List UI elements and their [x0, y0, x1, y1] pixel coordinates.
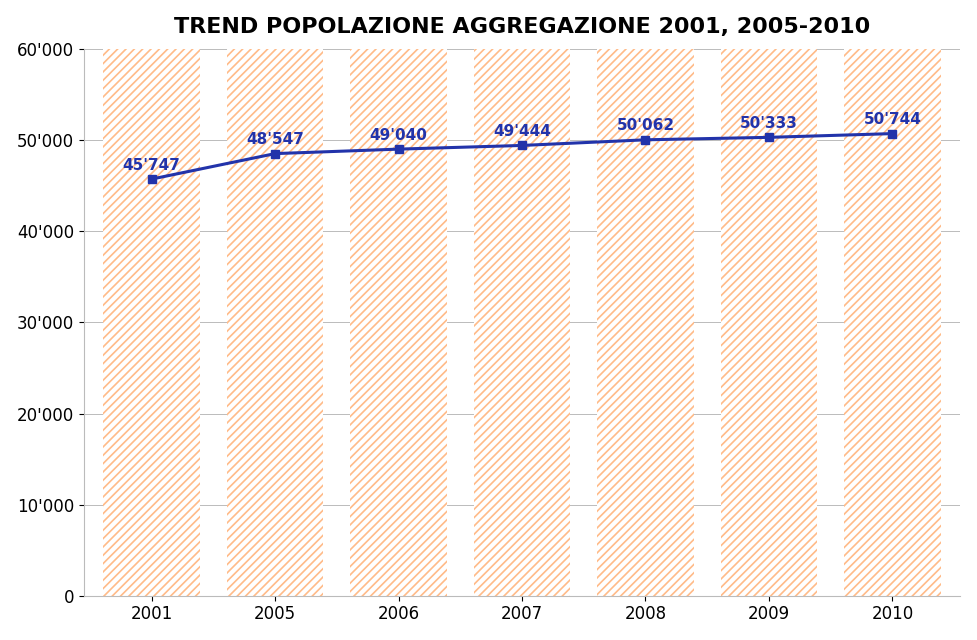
- Title: TREND POPOLAZIONE AGGREGAZIONE 2001, 2005-2010: TREND POPOLAZIONE AGGREGAZIONE 2001, 200…: [174, 17, 871, 36]
- Bar: [227, 49, 323, 596]
- Bar: [104, 49, 199, 596]
- Text: 48'547: 48'547: [246, 132, 304, 147]
- Text: 49'444: 49'444: [493, 124, 551, 139]
- Bar: [597, 49, 694, 596]
- Bar: [474, 49, 571, 596]
- Text: 49'040: 49'040: [369, 128, 428, 143]
- Text: 50'062: 50'062: [616, 118, 674, 134]
- Bar: [844, 49, 941, 596]
- Text: 45'747: 45'747: [123, 157, 181, 173]
- Text: 50'333: 50'333: [740, 116, 798, 131]
- Bar: [721, 49, 817, 596]
- Text: 50'744: 50'744: [864, 112, 921, 127]
- Bar: [351, 49, 446, 596]
